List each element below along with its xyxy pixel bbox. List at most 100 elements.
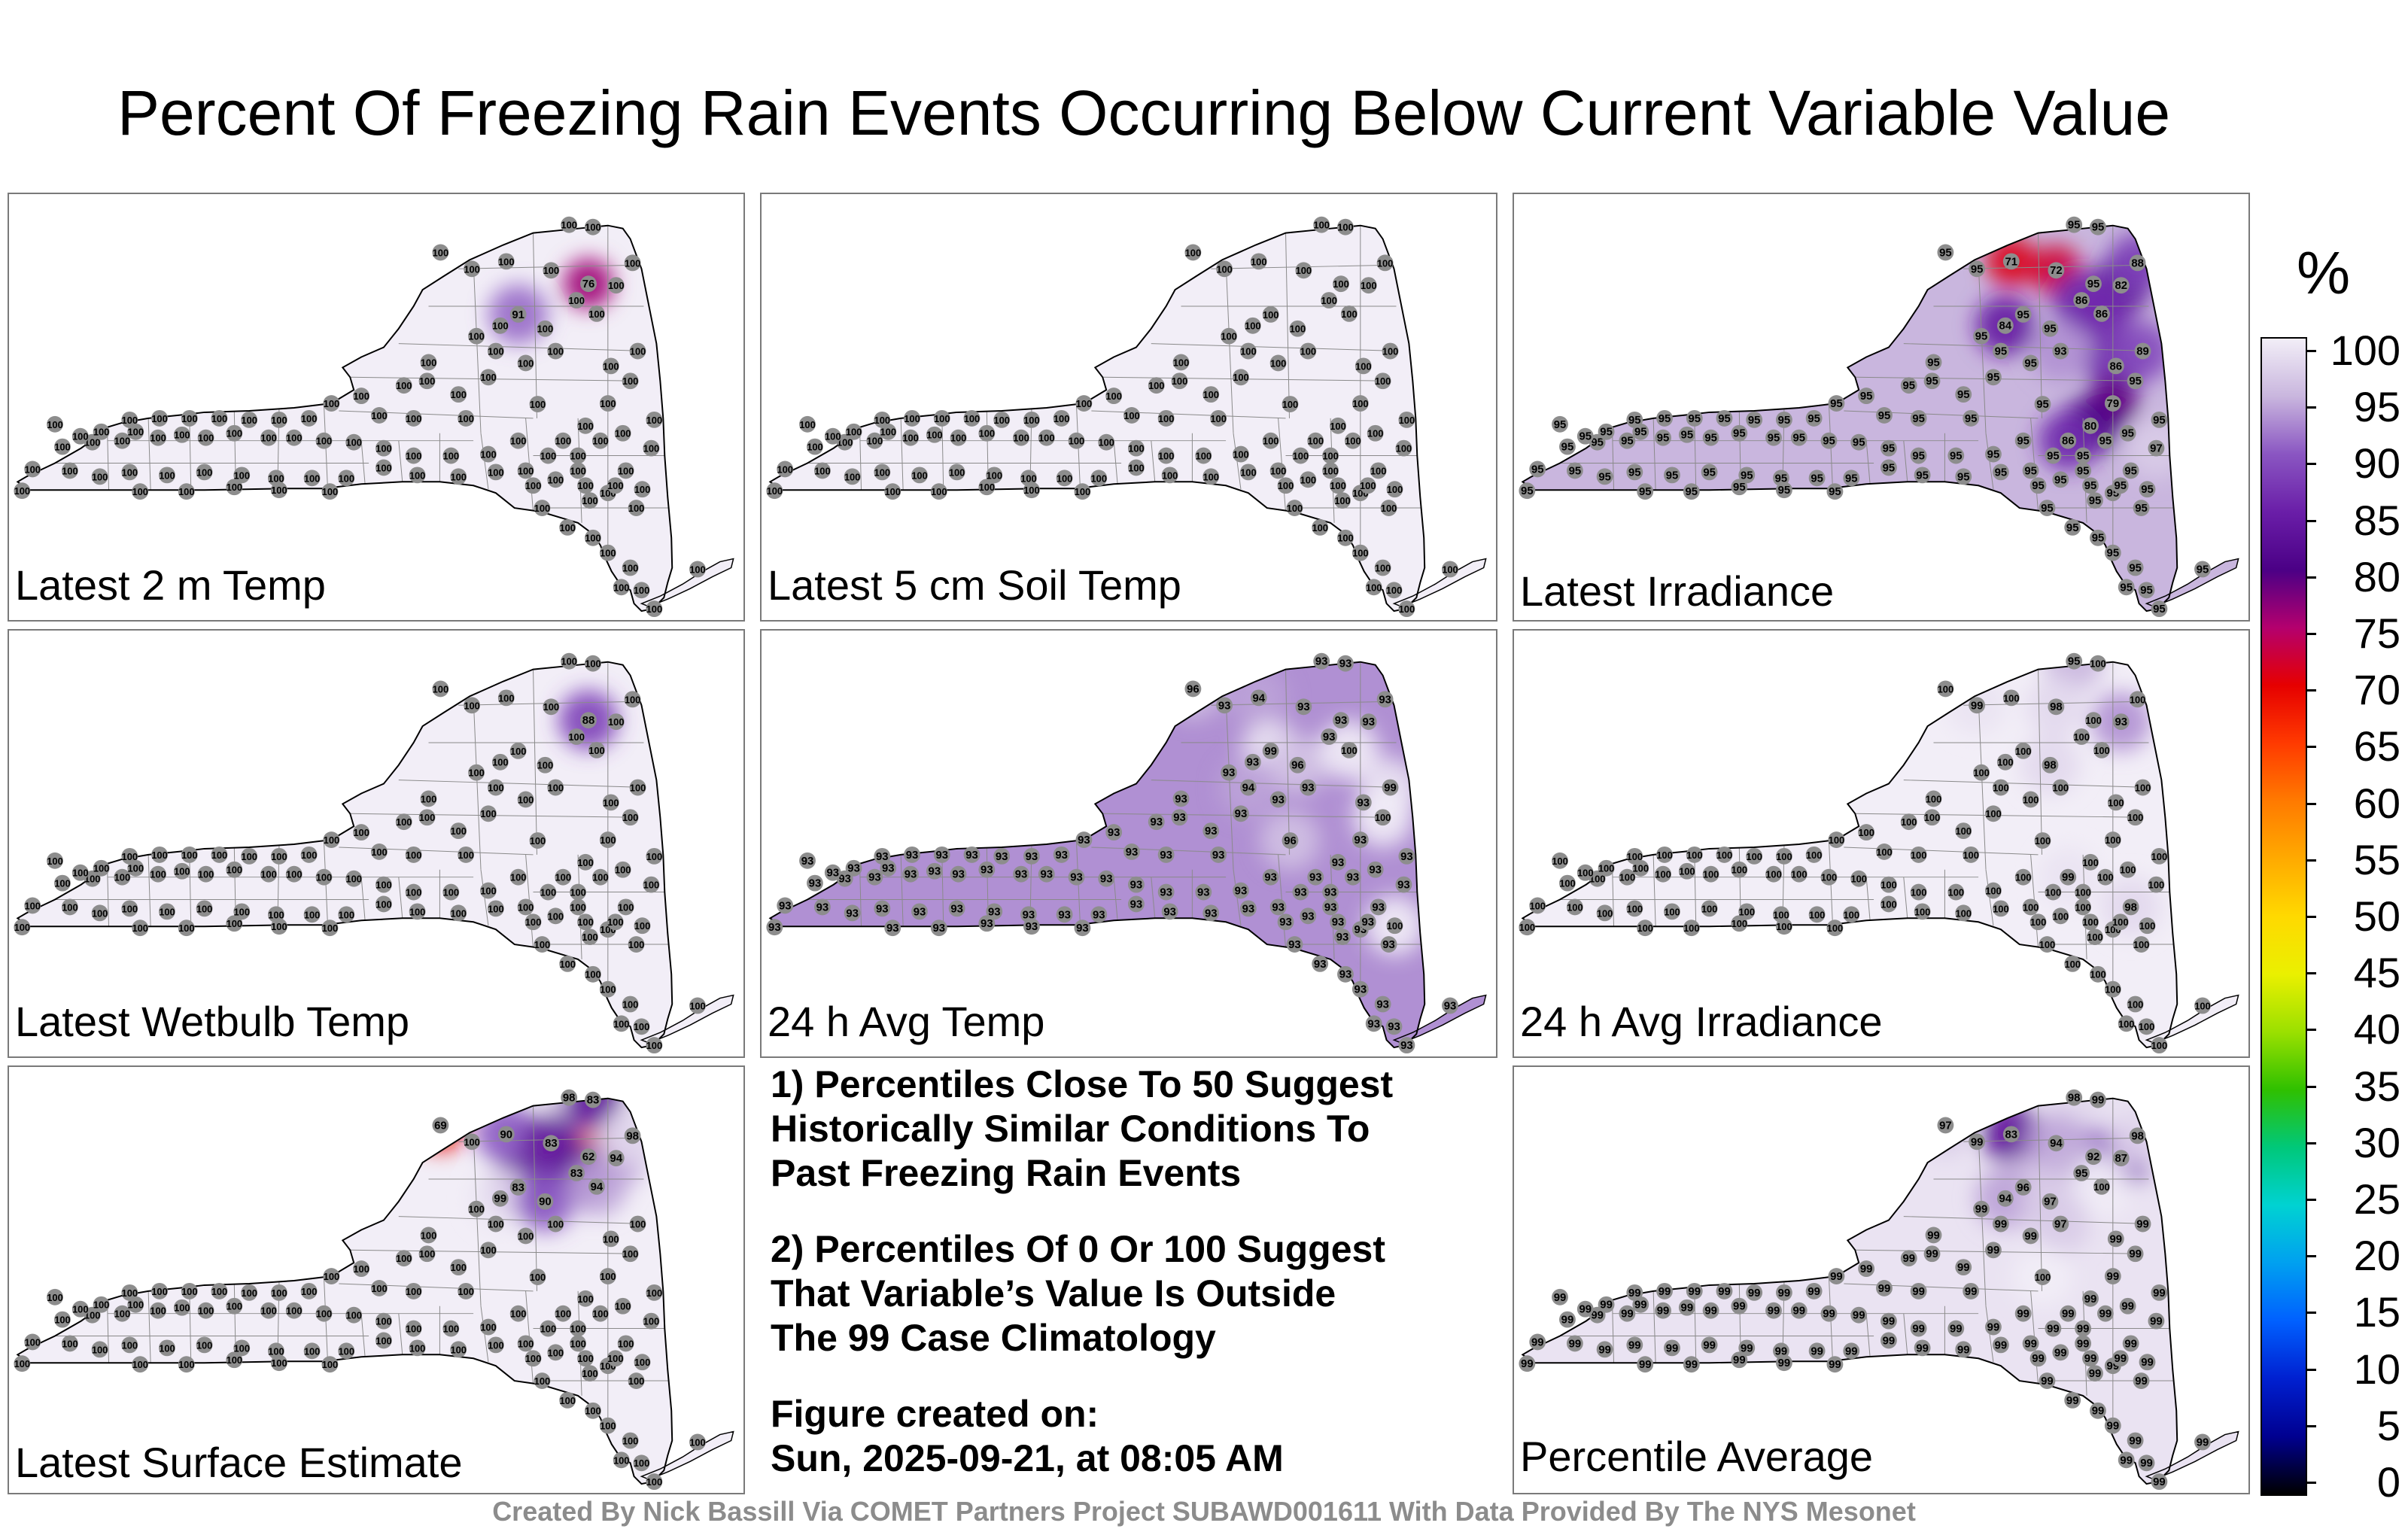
county-line (1091, 410, 1286, 419)
station-marker: 100 (196, 900, 213, 917)
station-marker: 100 (1598, 859, 1615, 877)
station-value: 100 (530, 399, 546, 410)
station-marker: 93 (1286, 936, 1303, 953)
station-value: 99 (2077, 1338, 2090, 1350)
station-marker: 99 (1790, 1302, 1808, 1319)
station-marker: 100 (2127, 809, 2144, 826)
station-marker: 100 (1395, 439, 1412, 457)
station-value: 100 (622, 375, 639, 387)
station-value: 100 (1399, 415, 1415, 426)
station-marker: 99 (1576, 1300, 1594, 1318)
station-marker: 100 (418, 809, 436, 826)
station-value: 100 (582, 1368, 598, 1379)
station-marker: 100 (622, 1432, 639, 1449)
station-value: 100 (443, 451, 460, 462)
station-marker: 99 (1637, 1356, 1654, 1373)
station-marker: 95 (1598, 423, 1615, 440)
station-value: 98 (2050, 701, 2063, 713)
station-value: 95 (2044, 324, 2057, 336)
station-value: 100 (2003, 692, 2020, 704)
station-marker: 100 (487, 1336, 504, 1354)
station-value: 100 (1020, 473, 1037, 484)
station-marker: 100 (613, 579, 630, 596)
station-value: 100 (548, 345, 564, 357)
station-value: 93 (827, 868, 840, 880)
station-value: 99 (1718, 1286, 1731, 1298)
station-marker: 99 (1656, 1282, 1673, 1299)
station-value: 93 (1332, 857, 1345, 869)
county-line (1865, 877, 1871, 921)
county-line (473, 261, 482, 433)
station-marker: 100 (487, 342, 504, 360)
station-marker: 100 (547, 1215, 564, 1233)
station-value: 93 (868, 872, 881, 884)
station-value: 99 (2054, 1347, 2067, 1359)
station-marker: 100 (1307, 432, 1324, 449)
station-value: 98 (626, 1130, 639, 1142)
station-value: 100 (534, 1375, 551, 1387)
station-value: 100 (1399, 603, 1415, 615)
station-value: 100 (1337, 222, 1354, 233)
station-marker: 100 (375, 1312, 392, 1330)
station-value: 95 (1926, 375, 1938, 388)
station-marker: 100 (933, 409, 950, 427)
station-value: 100 (603, 797, 619, 808)
station-marker: 100 (2045, 883, 2062, 901)
station-marker: 99 (2134, 1215, 2151, 1233)
station-value: 95 (2114, 480, 2127, 492)
county-line (1151, 343, 1398, 352)
station-marker: 100 (570, 883, 587, 901)
station-marker: 95 (1738, 467, 1756, 484)
station-value: 76 (582, 278, 595, 290)
station-value: 99 (2062, 1309, 2075, 1321)
station-marker: 100 (442, 883, 460, 901)
station-marker: 100 (458, 1282, 475, 1299)
station-marker: 99 (2075, 1335, 2092, 1352)
station-value: 100 (2194, 1000, 2211, 1011)
station-marker: 100 (599, 395, 616, 412)
colorbar-tick-mark (2307, 1085, 2316, 1088)
station-marker: 100 (432, 680, 449, 698)
station-value: 99 (1704, 1306, 1717, 1318)
station-marker: 95 (2075, 462, 2092, 479)
station-value: 100 (2093, 745, 2110, 756)
station-value: 95 (1628, 467, 1641, 479)
station-marker: 100 (1442, 561, 1458, 578)
station-marker: 72 (2048, 262, 2065, 279)
station-value: 99 (2047, 1324, 2060, 1336)
station-value: 100 (1880, 898, 1897, 910)
county-line (1151, 877, 1156, 919)
station-value: 100 (1844, 909, 1860, 920)
station-marker: 100 (14, 919, 31, 936)
station-marker: 100 (151, 409, 168, 427)
station-value: 100 (1221, 331, 1237, 342)
station-marker: 100 (529, 832, 546, 849)
station-marker: 100 (1808, 906, 1826, 923)
station-value: 100 (1806, 850, 1823, 861)
station-marker: 100 (588, 305, 605, 322)
station-value: 93 (1040, 869, 1053, 881)
station-marker: 100 (285, 1302, 303, 1319)
station-value: 100 (1287, 503, 1303, 514)
station-value: 100 (196, 1339, 213, 1351)
station-marker: 83 (568, 1165, 585, 1181)
station-value: 100 (1345, 436, 1361, 447)
station-marker: 100 (1351, 544, 1369, 561)
state-outline (16, 661, 673, 1049)
station-marker: 100 (537, 320, 554, 337)
station-value: 100 (618, 1338, 634, 1349)
station-marker: 100 (1910, 846, 1927, 863)
station-value: 96 (1291, 760, 1304, 772)
station-marker: 95 (2029, 477, 2047, 494)
station-marker: 100 (458, 846, 475, 863)
station-value: 93 (779, 900, 792, 912)
station-value: 100 (510, 746, 527, 757)
station-value: 100 (577, 857, 594, 868)
station-value: 99 (1995, 1339, 2008, 1351)
station-value: 93 (1347, 872, 1360, 884)
station-value: 100 (592, 872, 609, 883)
station-marker: 100 (1300, 471, 1317, 488)
station-value: 100 (324, 398, 340, 409)
county-line (1652, 1290, 1656, 1363)
station-marker: 100 (978, 479, 996, 496)
